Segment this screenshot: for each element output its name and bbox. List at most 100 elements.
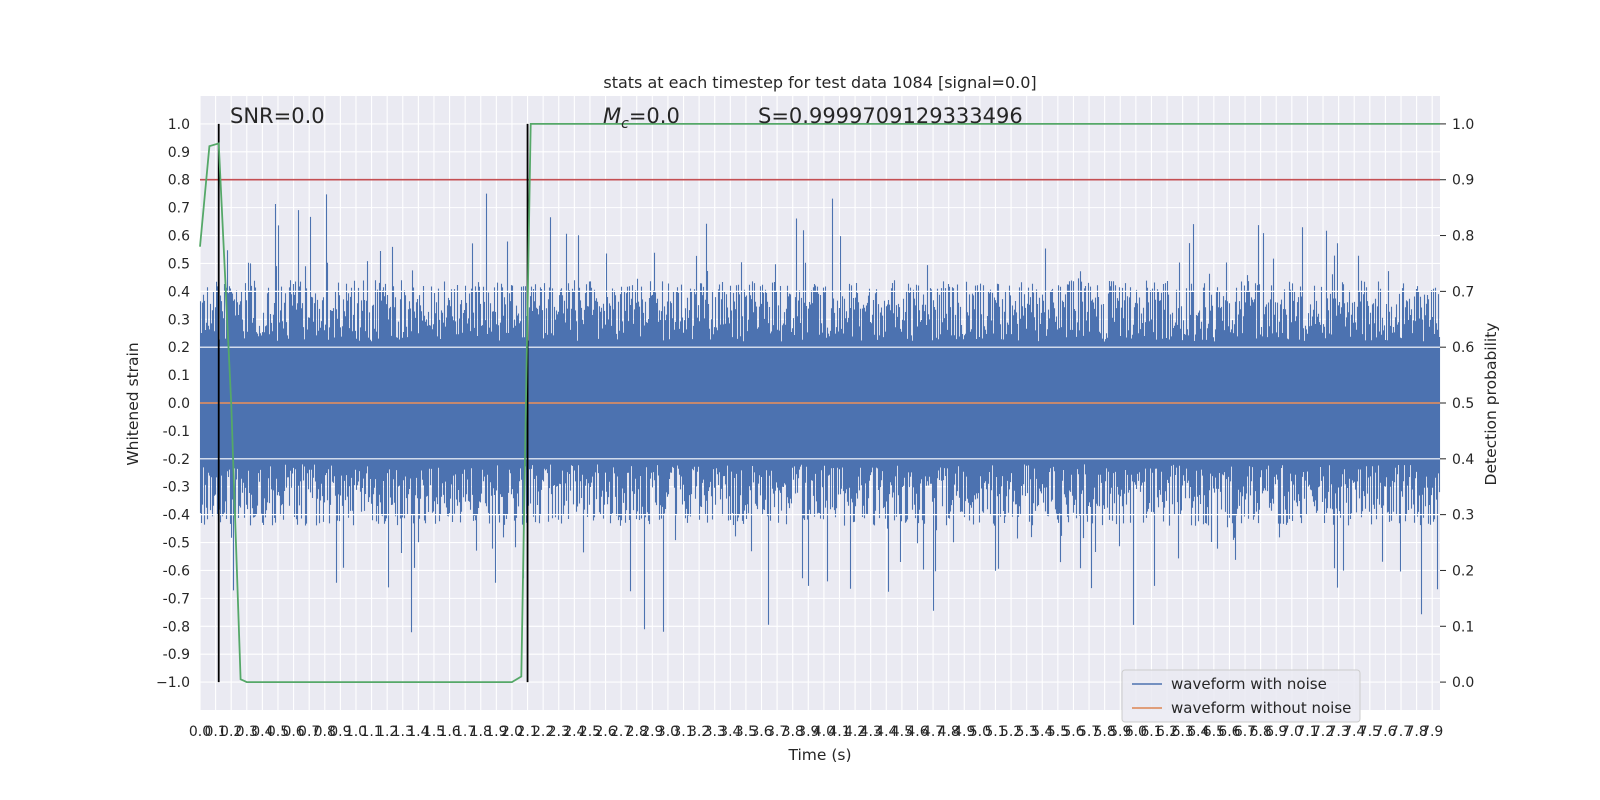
x-tick-label: 2.0 [501, 724, 523, 740]
x-tick-label: 2.8 [626, 724, 648, 740]
snr-annotation: SNR=0.0 [230, 104, 325, 128]
y-right-tick-label: 0.0 [1452, 675, 1474, 691]
x-tick-label: 7.3 [1327, 724, 1349, 740]
legend-label-clean: waveform without noise [1171, 699, 1351, 717]
x-tick-label: 2.7 [610, 724, 632, 740]
x-tick-label: 3.8 [782, 724, 804, 740]
x-tick-label: 1.2 [376, 724, 398, 740]
y-tick-label: -0.6 [163, 563, 190, 579]
y-tick-label: 0.1 [168, 368, 190, 384]
x-tick-label: 3.1 [672, 724, 694, 740]
y-tick-label: 0.6 [168, 229, 190, 245]
y-tick-label: -0.7 [163, 591, 190, 607]
x-tick-label: 7.2 [1312, 724, 1334, 740]
x-tick-label: 1.0 [345, 724, 367, 740]
legend: waveform with noise waveform without noi… [1121, 669, 1361, 723]
x-tick-label: 3.7 [766, 724, 788, 740]
x-tick-label: 4.1 [828, 724, 850, 740]
x-tick-label: 5.9 [1109, 724, 1131, 740]
y-tick-label: -0.1 [163, 424, 190, 440]
x-tick-label: 2.6 [594, 724, 616, 740]
chirp-mass-symbol: M [603, 104, 621, 128]
x-tick-label: 6.8 [1249, 724, 1271, 740]
x-tick-label: 4.0 [813, 724, 835, 740]
y-right-tick-label: 0.1 [1452, 619, 1474, 635]
x-tick-label: 0.7 [298, 724, 320, 740]
x-tick-label: 2.3 [548, 724, 570, 740]
chart-title: stats at each timestep for test data 108… [603, 73, 1036, 92]
x-tick-label: 3.5 [735, 724, 757, 740]
x-tick-label: 6.7 [1234, 724, 1256, 740]
x-tick-label: 0.6 [282, 724, 304, 740]
x-tick-label: 6.6 [1218, 724, 1240, 740]
x-tick-label: 0.2 [220, 724, 242, 740]
x-tick-label: 3.3 [704, 724, 726, 740]
x-tick-label: 5.4 [1031, 724, 1053, 740]
x-tick-label: 7.0 [1281, 724, 1303, 740]
y-right-tick-label: 0.9 [1452, 173, 1474, 189]
x-tick-label: 1.3 [392, 724, 414, 740]
x-tick-label: 7.4 [1343, 724, 1365, 740]
x-tick-label: 1.8 [470, 724, 492, 740]
y-tick-label: -0.2 [163, 452, 190, 468]
y-axis-right-label: Detection probability [1482, 323, 1500, 486]
x-tick-label: 6.9 [1265, 724, 1287, 740]
x-axis: 0.00.10.20.30.40.50.60.70.80.91.01.11.21… [189, 724, 1443, 740]
x-tick-label: 4.9 [953, 724, 975, 740]
y-tick-label: 0.0 [168, 396, 190, 412]
x-tick-label: 4.4 [875, 724, 897, 740]
x-tick-label: 5.7 [1078, 724, 1100, 740]
x-tick-label: 1.9 [485, 724, 507, 740]
x-tick-label: 0.0 [189, 724, 211, 740]
x-tick-label: 5.1 [984, 724, 1006, 740]
legend-box [1121, 669, 1361, 723]
x-tick-label: 5.2 [1000, 724, 1022, 740]
x-tick-label: 2.5 [579, 724, 601, 740]
x-tick-label: 1.4 [407, 724, 429, 740]
x-tick-label: 6.0 [1125, 724, 1147, 740]
x-tick-label: 2.9 [641, 724, 663, 740]
x-tick-label: 3.9 [797, 724, 819, 740]
y-tick-label: -0.3 [163, 480, 190, 496]
y-right-tick-label: 0.7 [1452, 284, 1474, 300]
x-tick-label: 0.9 [329, 724, 351, 740]
x-tick-label: 6.2 [1156, 724, 1178, 740]
x-tick-label: 6.5 [1203, 724, 1225, 740]
y-tick-label: 0.9 [168, 145, 190, 161]
x-tick-label: 4.8 [938, 724, 960, 740]
x-tick-label: 0.4 [251, 724, 273, 740]
x-tick-label: 6.3 [1172, 724, 1194, 740]
x-tick-label: 7.6 [1374, 724, 1396, 740]
x-axis-label: Time (s) [787, 746, 851, 764]
x-tick-label: 7.1 [1296, 724, 1318, 740]
y-tick-label: 0.2 [168, 340, 190, 356]
x-tick-label: 3.4 [719, 724, 741, 740]
x-tick-label: 5.3 [1016, 724, 1038, 740]
y-tick-label: 0.4 [168, 284, 190, 300]
legend-label-noise: waveform with noise [1171, 675, 1327, 693]
y-tick-label: 1.0 [168, 117, 190, 133]
overlay-lines [199, 123, 1440, 683]
x-tick-label: 1.5 [423, 724, 445, 740]
y-tick-label: -0.4 [163, 508, 190, 524]
y-right-tick-label: 0.3 [1452, 508, 1474, 524]
y-axis-right: 1.0 0.9 0.8 0.7 0.6 0.5 0.4 0.3 0.2 0.1 0.0 [1440, 117, 1474, 691]
y-right-tick-label: 0.4 [1452, 452, 1474, 468]
x-tick-label: 3.0 [657, 724, 679, 740]
y-tick-label: 0.7 [168, 201, 190, 217]
x-tick-label: 5.0 [969, 724, 991, 740]
x-tick-label: 4.7 [922, 724, 944, 740]
y-tick-label: 0.5 [168, 256, 190, 272]
y-tick-label: -0.9 [163, 647, 190, 663]
chirp-mass-value: =0.0 [629, 104, 680, 128]
y-tick-label: -0.5 [163, 536, 190, 552]
x-tick-label: 4.6 [906, 724, 928, 740]
x-tick-label: 0.3 [236, 724, 258, 740]
y-axis-left: 1.0 0.9 0.8 0.7 0.6 0.5 0.4 0.3 0.2 0.1 0.0 -0.1 -0.… [156, 117, 190, 691]
y-right-tick-label: 0.6 [1452, 340, 1474, 356]
x-tick-label: 1.1 [360, 724, 382, 740]
y-tick-label: −1.0 [156, 675, 190, 691]
x-tick-label: 3.6 [750, 724, 772, 740]
x-tick-label: 7.5 [1359, 724, 1381, 740]
x-tick-label: 5.8 [1094, 724, 1116, 740]
